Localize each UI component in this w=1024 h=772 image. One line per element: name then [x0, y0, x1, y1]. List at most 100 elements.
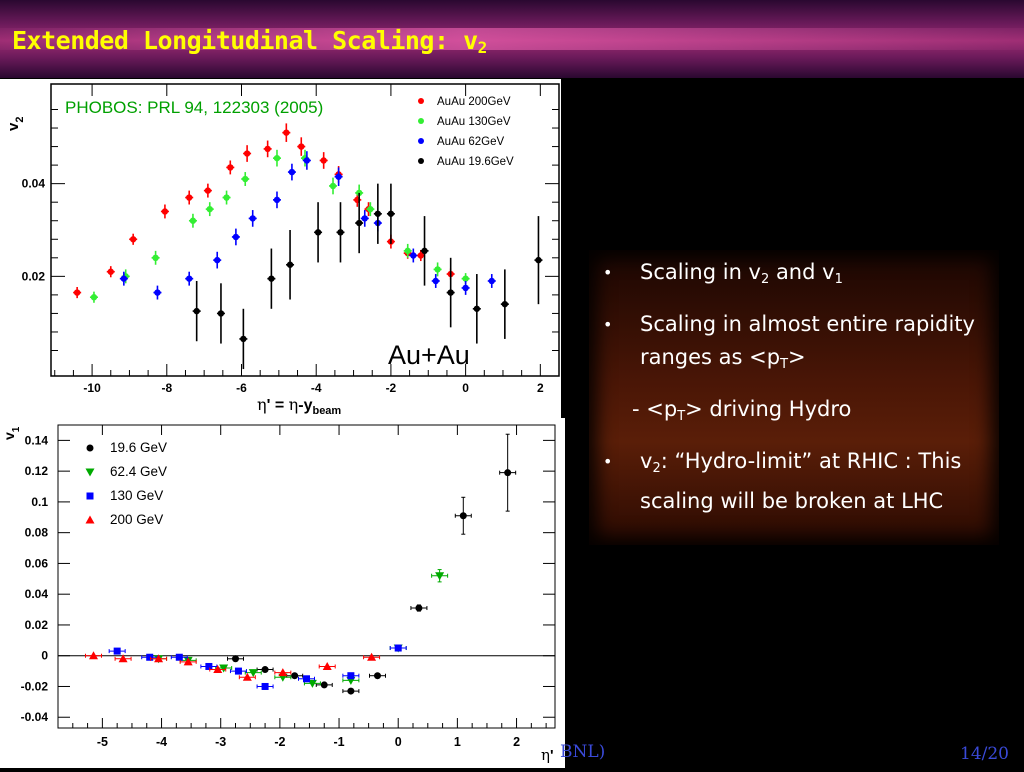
- data-point: [186, 194, 193, 201]
- data-point: [283, 129, 290, 136]
- data-point: [286, 261, 294, 268]
- data-point: [501, 300, 509, 308]
- legend-label: AuAu 130GeV: [437, 116, 511, 128]
- slide-title: Extended Longitudinal Scaling: v2: [12, 26, 487, 57]
- y-tick-label: 0.12: [25, 464, 49, 478]
- x-axis-label: η': [541, 746, 554, 764]
- data-point: [535, 256, 542, 264]
- data-point: [367, 205, 374, 213]
- data-point: [404, 247, 411, 255]
- data-point: [189, 217, 197, 224]
- x-tick-label: 2: [537, 381, 544, 395]
- x-tick-label: -5: [97, 735, 108, 749]
- y-tick-label: 0.02: [22, 269, 46, 283]
- data-point: [232, 233, 240, 241]
- x-tick-label: 0: [395, 735, 402, 749]
- data-point: [504, 469, 512, 477]
- legend-marker: [86, 444, 94, 452]
- x-tick-label: -1: [333, 735, 344, 749]
- data-point: [447, 289, 454, 296]
- x-tick-label: 2: [513, 735, 520, 749]
- data-point: [462, 284, 469, 292]
- data-point: [232, 655, 239, 663]
- title-bar: Extended Longitudinal Scaling: v2: [0, 0, 1024, 78]
- plot-frame: [50, 83, 560, 377]
- data-point: [322, 661, 332, 670]
- data-point: [303, 157, 311, 164]
- data-point: [410, 252, 417, 259]
- data-point: [417, 252, 424, 259]
- data-point: [186, 275, 193, 282]
- data-point: [146, 653, 154, 661]
- data-point: [355, 219, 363, 227]
- y-tick-label: 0.04: [22, 177, 46, 191]
- system-label: Au+Au: [388, 340, 470, 370]
- data-point: [242, 672, 252, 681]
- legend-marker: [418, 98, 424, 104]
- data-point: [303, 675, 310, 683]
- y-axis-label: v2: [5, 117, 26, 131]
- data-point: [361, 215, 368, 222]
- data-point: [234, 667, 242, 675]
- x-tick-label: -2: [386, 381, 397, 395]
- y-tick-label: 0.04: [25, 587, 49, 601]
- data-point: [261, 682, 269, 690]
- data-point: [107, 268, 114, 275]
- data-point: [337, 229, 344, 236]
- data-point: [347, 672, 355, 680]
- data-point: [394, 644, 402, 652]
- x-tick-label: -8: [161, 381, 172, 395]
- data-point: [242, 175, 249, 183]
- legend-label: AuAu 200GeV: [437, 96, 511, 108]
- bullet-item: • Scaling in almost entire rapidity range…: [603, 312, 975, 372]
- data-point: [154, 289, 161, 296]
- v2-plot: -10 -8 -6 -4 -2 0 2 0.02 0.04 PHOBOS: PRL 94, 12…: [0, 79, 561, 418]
- data-point: [462, 275, 469, 282]
- data-point: [415, 604, 423, 612]
- data-point: [89, 651, 98, 660]
- legend-marker: [86, 492, 94, 500]
- data-point: [206, 205, 213, 213]
- data-point: [298, 143, 305, 150]
- data-point: [320, 157, 327, 164]
- y-tick-label: -0.02: [21, 679, 49, 693]
- data-point: [434, 266, 441, 273]
- data-point: [387, 210, 395, 217]
- legend-label: 130 GeV: [110, 488, 163, 503]
- footer-source: BNL): [560, 742, 606, 762]
- data-point: [183, 657, 193, 666]
- bullet-list: • Scaling in v2 and v1 • Scaling in almost…: [600, 256, 1000, 530]
- data-point: [320, 681, 328, 689]
- data-point: [421, 247, 428, 255]
- sub-bullet-item: - <pT> driving Hydro: [632, 397, 852, 424]
- data-point: [291, 672, 299, 680]
- v1-legend: 19.6 GeV 62.4 GeV 130 GeV 200 GeV: [85, 440, 167, 527]
- legend-label: 200 GeV: [110, 512, 163, 527]
- x-tick-label: -10: [83, 381, 101, 395]
- data-point: [335, 173, 342, 180]
- x-tick-label: 1: [454, 735, 461, 749]
- data-point: [118, 654, 128, 663]
- data-point: [329, 182, 337, 190]
- page-number: 14/20: [960, 744, 1009, 764]
- y-tick-label: 0.1: [31, 495, 48, 509]
- v2-legend: AuAu 200GeV AuAu 130GeV AuAu 62GeV AuAu 19.…: [418, 96, 514, 168]
- data-point: [273, 154, 281, 162]
- y-tick-label: -0.04: [21, 710, 49, 724]
- legend-marker: [418, 158, 424, 164]
- data-point: [374, 210, 382, 217]
- title-glow: [0, 28, 1024, 50]
- data-point: [240, 335, 247, 343]
- data-point: [367, 652, 377, 661]
- data-point: [261, 666, 269, 674]
- data-point: [223, 194, 230, 201]
- y-tick-label: 0.02: [25, 618, 49, 632]
- v2-chart: -10 -8 -6 -4 -2 0 2 0.02 0.04 PHOBOS: PRL 94, 12…: [5, 83, 560, 417]
- data-point: [435, 572, 445, 581]
- data-point: [347, 687, 355, 695]
- legend-label: AuAu 62GeV: [437, 136, 504, 148]
- x-axis-label: η' = η-ybeam: [257, 395, 341, 417]
- data-point: [120, 275, 128, 282]
- data-point: [152, 254, 159, 262]
- data-point: [243, 150, 251, 157]
